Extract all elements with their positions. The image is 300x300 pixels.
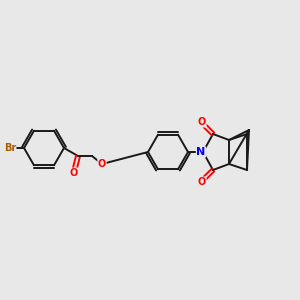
Text: O: O [198,117,206,127]
Text: N: N [196,147,206,157]
Text: Br: Br [4,143,16,153]
Text: O: O [98,159,106,169]
Text: O: O [198,177,206,187]
Text: O: O [70,168,78,178]
